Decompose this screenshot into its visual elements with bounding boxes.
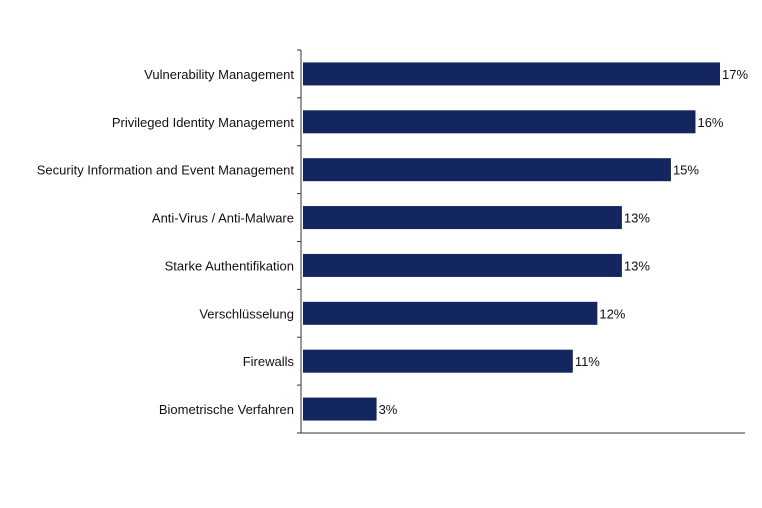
- bar: [303, 62, 720, 86]
- value-label: 15%: [673, 163, 699, 178]
- bar: [303, 253, 622, 277]
- value-label: 13%: [624, 211, 650, 226]
- value-label: 3%: [379, 402, 398, 417]
- bars-group: [303, 62, 720, 421]
- category-label: Anti-Virus / Anti-Malware: [152, 211, 294, 226]
- value-labels-group: 17% 16% 15% 13% 13% 12% 11% 3%: [379, 67, 749, 417]
- category-label: Vulnerability Management: [144, 67, 294, 82]
- category-label: Starke Authentifikation: [165, 258, 294, 273]
- value-label: 16%: [697, 115, 723, 130]
- bar: [303, 110, 696, 134]
- value-label: 17%: [722, 67, 748, 82]
- value-label: 13%: [624, 258, 650, 273]
- y-axis-ticks: [297, 49, 301, 434]
- bar: [303, 301, 598, 325]
- category-labels-group: Vulnerability Management Privileged Ident…: [37, 67, 295, 417]
- category-label: Privileged Identity Management: [112, 115, 294, 130]
- bar: [303, 349, 573, 373]
- category-label: Firewalls: [243, 354, 295, 369]
- axes-group: [297, 49, 745, 434]
- category-label: Biometrische Verfahren: [159, 402, 294, 417]
- bar: [303, 206, 622, 230]
- bar: [303, 397, 377, 421]
- category-label: Verschlüsselung: [199, 306, 294, 321]
- category-label: Security Information and Event Managemen…: [37, 163, 295, 178]
- value-label: 12%: [599, 306, 625, 321]
- value-label: 11%: [575, 354, 600, 369]
- bar: [303, 158, 671, 182]
